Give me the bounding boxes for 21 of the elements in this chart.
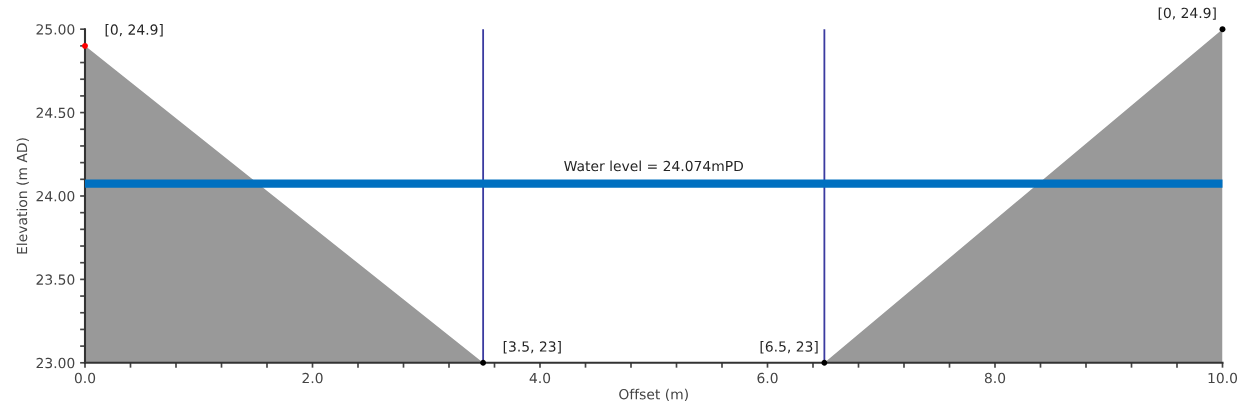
x-tick-label: 0.0: [74, 372, 96, 384]
y-tick-label: 23.00: [36, 357, 75, 369]
y-tick-label: 25.00: [36, 24, 75, 35]
annotation: [0, 24.9]: [105, 24, 163, 37]
y-tick-label: 23.50: [36, 274, 75, 285]
x-axis-title: Offset (m): [619, 388, 688, 402]
point: [821, 359, 828, 366]
x-tick-label: 8.0: [984, 372, 1006, 384]
x-tick-label: 10.0: [1208, 372, 1238, 384]
y-tick-label: 24.00: [36, 190, 75, 202]
x-tick-label: 4.0: [529, 372, 551, 384]
ref-line-label: Water level = 24.074mPD: [564, 160, 744, 172]
point: [1219, 26, 1226, 33]
annotation: [3.5, 23]: [503, 341, 561, 354]
y-tick-label: 24.50: [36, 107, 75, 119]
point: [480, 359, 487, 366]
annotation: [0, 24.9]: [1158, 7, 1216, 20]
y-axis-title: Elevation (m AD): [16, 138, 29, 254]
x-tick-label: 6.0: [757, 372, 778, 384]
x-tick-label: 2.0: [302, 372, 323, 384]
annotation: [6.5, 23]: [760, 341, 818, 354]
